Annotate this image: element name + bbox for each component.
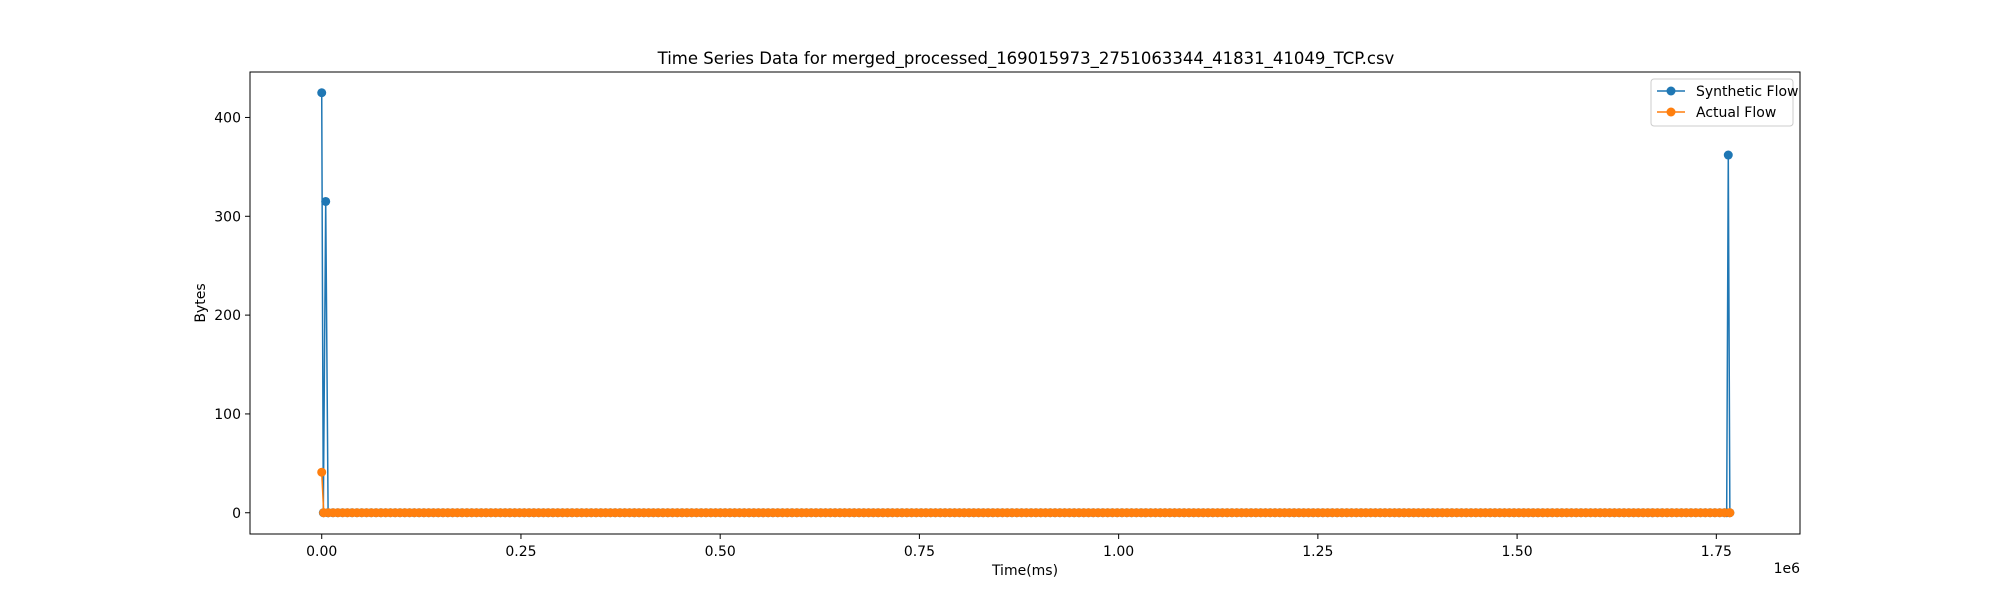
x-tick-label: 0.00 xyxy=(306,544,337,560)
actual-flow-point xyxy=(317,467,327,477)
y-tick-label: 200 xyxy=(214,308,241,324)
legend-marker-actual-flow xyxy=(1666,107,1676,117)
x-tick-label: 0.50 xyxy=(705,544,736,560)
synthetic-flow-point xyxy=(321,196,331,206)
y-tick-label: 300 xyxy=(214,209,241,225)
plot-area xyxy=(317,88,1735,518)
x-axis-label: Time(ms) xyxy=(991,563,1058,579)
y-tick-label: 0 xyxy=(232,506,241,522)
plot-frame xyxy=(249,71,1801,535)
y-axis: 0 100 200 300 400 xyxy=(214,110,250,522)
y-tick-label: 400 xyxy=(214,110,241,126)
legend-box xyxy=(1650,78,1794,127)
legend: Synthetic Flow Actual Flow xyxy=(1650,78,1799,127)
synthetic-flow-point xyxy=(1723,150,1733,160)
actual-flow-point xyxy=(1725,508,1735,518)
x-tick-label: 1.00 xyxy=(1103,544,1134,560)
chart-title: Time Series Data for merged_processed_16… xyxy=(657,49,1395,69)
x-tick-label: 1.75 xyxy=(1701,544,1732,560)
synthetic-flow-point xyxy=(317,88,327,98)
x-tick-label: 1.25 xyxy=(1302,544,1333,560)
x-tick-label: 0.75 xyxy=(904,544,935,560)
x-tick-label: 0.25 xyxy=(505,544,536,560)
y-axis-label: Bytes xyxy=(193,283,209,322)
x-axis: 0.00 0.25 0.50 0.75 1.00 1.25 1.50 1.75 xyxy=(306,534,1732,560)
y-tick-label: 100 xyxy=(214,407,241,423)
x-axis-offset-label: 1e6 xyxy=(1774,561,1801,577)
legend-marker-synthetic-flow xyxy=(1666,86,1676,96)
x-tick-label: 1.50 xyxy=(1502,544,1533,560)
legend-label-synthetic-flow: Synthetic Flow xyxy=(1696,84,1799,100)
legend-label-actual-flow: Actual Flow xyxy=(1696,105,1776,121)
